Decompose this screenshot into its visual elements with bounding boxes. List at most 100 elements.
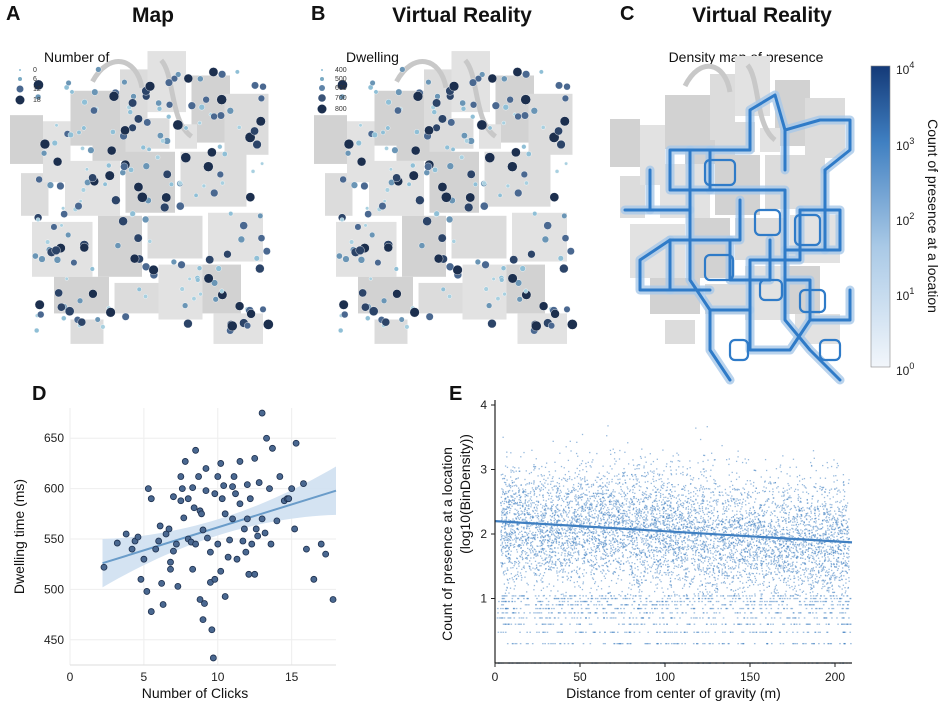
- e-point: [806, 528, 808, 530]
- e-point: [707, 538, 709, 540]
- e-point: [813, 486, 816, 488]
- e-point: [656, 468, 658, 470]
- e-point: [601, 564, 603, 567]
- e-point: [503, 525, 505, 527]
- e-point: [666, 500, 668, 502]
- e-point: [643, 511, 646, 513]
- map-marker: [432, 166, 438, 173]
- e-point: [697, 526, 699, 528]
- e-point: [835, 539, 838, 541]
- e-point: [758, 520, 761, 522]
- e-point: [504, 536, 506, 539]
- e-point: [679, 577, 681, 579]
- e-point: [576, 496, 578, 498]
- map-marker: [51, 245, 61, 255]
- e-point: [700, 503, 702, 505]
- e-point: [691, 562, 693, 564]
- e-point: [732, 537, 734, 539]
- e-point: [754, 593, 756, 595]
- e-point: [846, 532, 848, 534]
- e-point: [724, 544, 726, 546]
- e-point: [579, 543, 581, 546]
- e-point: [674, 565, 676, 567]
- e-point: [754, 555, 756, 557]
- e-point: [764, 574, 767, 576]
- e-point: [538, 468, 540, 470]
- map-marker: [491, 101, 500, 110]
- e-point: [611, 555, 613, 557]
- map-marker: [57, 302, 66, 312]
- e-point: [598, 565, 600, 567]
- e-point: [665, 554, 667, 556]
- e-point: [732, 554, 734, 556]
- map-marker: [253, 255, 260, 262]
- e-point: [633, 541, 636, 543]
- map-block: [512, 212, 567, 262]
- e-point: [700, 484, 702, 486]
- e-point: [565, 492, 567, 494]
- e-point: [599, 492, 601, 495]
- e-point: [543, 517, 545, 519]
- e-point: [638, 530, 641, 533]
- d-point: [269, 444, 276, 452]
- e-point: [840, 536, 843, 539]
- e-point: [508, 558, 510, 560]
- e-point: [832, 554, 835, 557]
- d-point: [292, 439, 300, 447]
- e-point: [591, 569, 593, 571]
- d-y-tick: 650: [44, 431, 64, 445]
- e-point: [785, 590, 787, 593]
- e-point: [579, 594, 581, 597]
- e-point: [504, 554, 507, 556]
- e-point: [518, 499, 520, 501]
- e-point: [674, 486, 676, 488]
- e-point: [724, 519, 727, 521]
- e-point: [698, 551, 700, 554]
- e-point: [806, 549, 808, 551]
- e-point: [783, 533, 785, 535]
- e-point: [787, 547, 790, 549]
- e-point: [572, 555, 574, 557]
- e-point: [847, 548, 849, 550]
- e-point: [573, 531, 575, 534]
- e-point: [808, 507, 811, 509]
- e-point: [805, 487, 807, 489]
- d-point: [177, 497, 185, 505]
- e-point: [550, 531, 552, 533]
- e-point: [684, 553, 687, 555]
- e-point: [834, 519, 836, 521]
- e-point: [821, 587, 823, 590]
- e-point: [756, 559, 759, 561]
- e-point: [516, 545, 519, 547]
- e-point: [650, 513, 653, 515]
- e-point: [507, 582, 510, 584]
- e-point: [837, 568, 839, 570]
- e-point: [790, 571, 792, 573]
- e-point: [644, 504, 647, 507]
- e-point: [684, 520, 687, 522]
- map-block: [690, 218, 730, 278]
- e-point: [574, 532, 576, 534]
- e-point: [629, 509, 631, 512]
- e-point: [509, 533, 512, 535]
- e-point: [510, 528, 512, 530]
- e-point: [529, 513, 532, 516]
- e-point: [646, 497, 648, 499]
- e-point: [776, 547, 779, 549]
- e-point: [707, 552, 709, 554]
- e-point: [568, 551, 570, 553]
- e-point: [731, 532, 733, 535]
- e-point: [685, 519, 687, 521]
- e-point: [598, 539, 601, 541]
- e-point: [692, 503, 695, 506]
- map-marker: [476, 119, 488, 131]
- e-point: [668, 536, 670, 538]
- e-point: [505, 517, 508, 519]
- e-point: [546, 586, 548, 588]
- e-point: [642, 499, 645, 501]
- e-point: [519, 507, 522, 509]
- e-point: [639, 554, 641, 556]
- e-point: [563, 550, 565, 552]
- e-point: [600, 558, 602, 560]
- e-point: [531, 547, 534, 549]
